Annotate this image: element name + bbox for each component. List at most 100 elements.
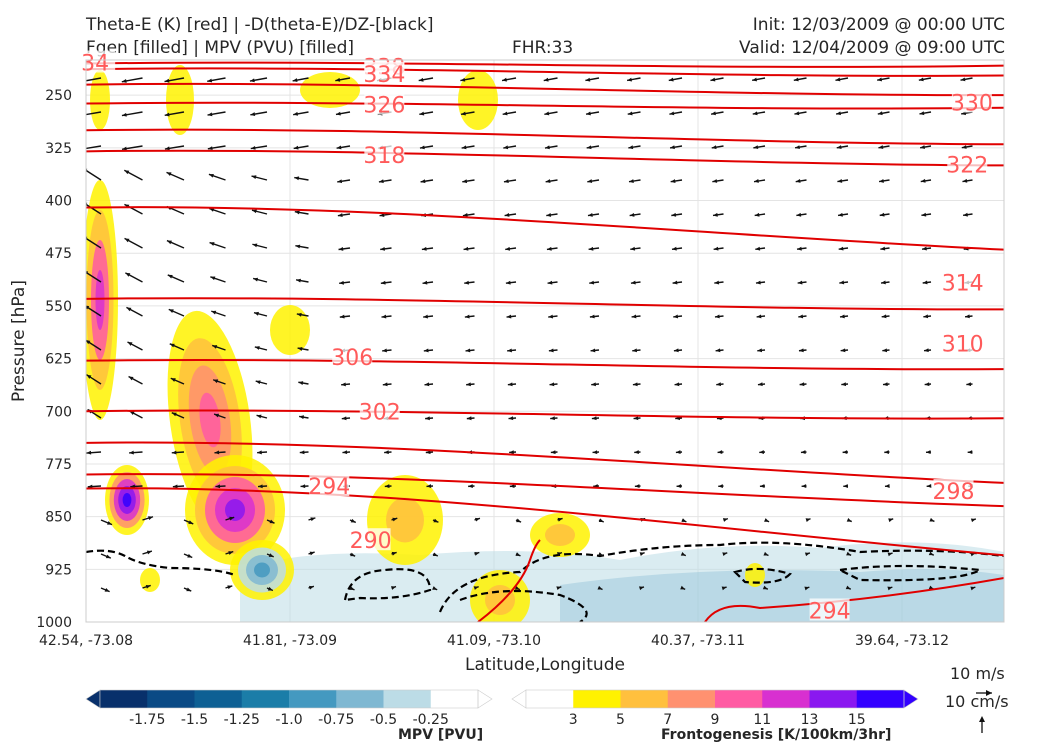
theta-e-contour [86,297,1004,311]
wind-vector-head [797,280,803,285]
wind-vector-head [924,348,929,353]
wind-vector-head [928,551,934,556]
mpv-shading-surface-inner [560,569,1004,622]
wind-vector-head [215,484,221,489]
wind-vector-head [170,378,176,382]
valid-time: Valid: 12/04/2009 @ 09:00 UTC [739,38,1005,58]
wind-vector-head [310,517,316,522]
wind-vector-head [546,213,552,217]
wind-vector-head [882,382,888,387]
theta-e-label: 310 [942,333,984,358]
wind-vector-head [421,246,427,251]
wind-vector-head [924,382,930,387]
reference-arrowhead-vertical [979,716,985,722]
wind-vector-head [628,179,634,183]
wind-vector-head [598,552,604,556]
theta-e-label: 314 [942,271,984,296]
wind-vector-head [268,553,274,557]
wind-vector-head [881,280,886,285]
fgen-colorbar-frame [525,689,905,709]
wind-vector-head [164,78,170,83]
wind-vector-head [308,585,314,590]
wind-vector-head [210,276,216,281]
wind-vector-head [299,450,305,455]
plot-frame [85,59,1005,623]
wind-vector-head [502,111,508,116]
wind-vector-head [672,280,678,285]
wind-vector-head [752,111,758,116]
theta-e-contour [86,358,1004,371]
reference-arrowhead-horizontal [986,690,992,696]
wind-vector-head [591,382,596,387]
fgen-blob [545,524,575,546]
wind-vector-head [757,348,763,353]
theta-e-label-bg [364,61,405,84]
wind-vector-head [462,213,468,217]
wind-vector-head [295,244,301,249]
theta-e-label-bg [942,331,983,354]
wind-vector-head [922,280,928,285]
wind-vector-head [669,111,675,116]
y-tick-label: 475 [45,246,72,262]
wind-vector-head [474,552,480,556]
y-tick-label: 325 [45,141,72,157]
wind-vector-head [717,450,723,455]
wind-vector-head [335,111,341,116]
wind-vector-head [634,450,639,455]
wind-vector-head [473,586,479,590]
wind-vector-head [86,340,91,345]
theta-e-label-bg [933,479,974,502]
x-tick-label: 40.37, -73.11 [651,633,745,649]
wind-vector-head [300,484,306,489]
theta-e-contour [86,149,1004,167]
wind-vector-head [550,416,555,421]
wind-vector-head [543,77,549,82]
wind-vector-head [795,145,800,150]
theta-e-label: 326 [363,94,405,119]
wind-vector-head [589,280,595,285]
wind-vector-head [550,450,556,455]
wind-vector-head [887,552,893,557]
wind-vector [86,169,102,181]
wind-vector-head [923,314,929,319]
wind-vector-head [837,178,843,183]
wind-vector-head [764,518,770,522]
wind-vector-head [756,314,762,319]
wind-vector-head [391,551,397,556]
theta-e-label: 330 [951,92,993,117]
wind-vector-head [586,111,591,116]
wind-vector-head [840,348,846,353]
mpv-colorbar-label: MPV [PVU] [398,727,484,743]
wind-vector-head [342,450,348,455]
wind-vector-head [794,111,800,116]
wind-vector-head [918,77,924,82]
wind-vector-head [798,348,804,353]
theta-e-label: 294 [308,475,350,500]
wind-vector-head [970,518,976,523]
wind-vector-head [516,518,522,523]
wind-vector-head [630,246,636,251]
wind-vector-head [250,145,256,150]
wind-vector-head [432,586,438,590]
wind-vector-head [292,78,298,82]
theta-e-label-bg [350,528,391,551]
wind-vector-head [919,111,925,116]
wind-vector-head [269,519,275,524]
wind-vector-head [349,586,355,590]
dtheta-dz-contour [732,567,792,584]
mpv-colorbar-tick: -1.25 [224,712,260,728]
wind-vector-head [921,212,927,217]
wind-vector-head [630,280,636,285]
wind-vector-head [503,145,509,150]
wind-vector-head [961,145,967,149]
wind-vector-head [712,179,718,183]
wind-vector-head [960,77,966,82]
y-tick-label: 850 [45,510,72,526]
wind-vector-head [877,111,883,116]
wind-vector-head [509,484,515,489]
theta-e-label-bg [332,344,373,367]
wind-vector-head [433,518,439,523]
wind-vector-head [121,112,127,117]
mpv-blob [254,562,270,578]
fgen-colorbar-extend-right [903,689,919,709]
